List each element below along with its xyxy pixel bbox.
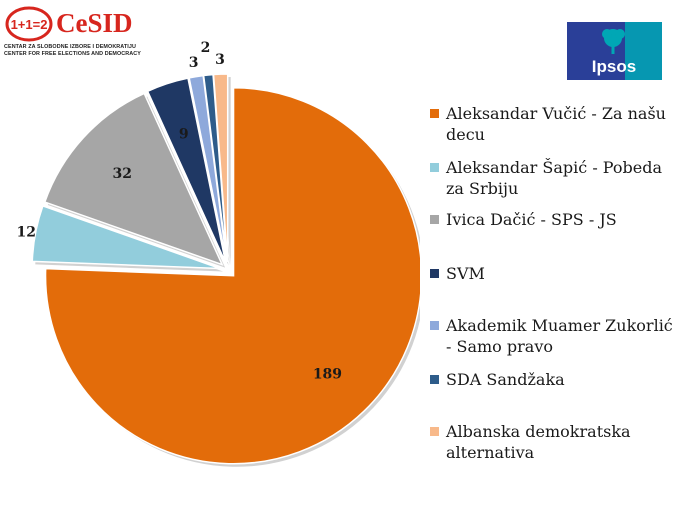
legend-swatch xyxy=(430,269,439,278)
ipsos-logo: Ipsos xyxy=(567,22,662,80)
cesid-logo: 1+1=2 CeSID xyxy=(5,6,133,42)
pie-value-label-2: 32 xyxy=(113,166,132,182)
pie-slice-2 xyxy=(43,92,224,266)
pie-slices xyxy=(31,73,420,467)
pie-value-label-1: 12 xyxy=(16,225,35,241)
legend-swatch xyxy=(430,109,439,118)
cesid-subtitle-line2: CENTER FOR FREE ELECTIONS AND DEMOCRACY xyxy=(4,51,141,57)
pie-value-label-6: 3 xyxy=(215,52,225,68)
legend-swatch xyxy=(430,427,439,436)
pie-value-label-0: 189 xyxy=(313,366,342,382)
legend-swatch xyxy=(430,163,439,172)
ipsos-logo-text: Ipsos xyxy=(592,57,636,76)
pie-slice-0 xyxy=(44,87,420,465)
legend-label: Akademik Muamer Zukorlić - Samo pravo xyxy=(446,316,673,356)
legend-label: Aleksandar Šapić - Pobeda za Srbiju xyxy=(446,158,663,198)
cesid-logo-mark: 1+1=2 xyxy=(11,17,48,32)
cesid-logo-ring xyxy=(5,6,53,42)
legend-swatch xyxy=(430,321,439,330)
pie-value-label-3: 9 xyxy=(179,127,189,143)
legend-swatch xyxy=(430,375,439,384)
legend-swatch xyxy=(430,215,439,224)
pie-slice-1 xyxy=(31,204,221,270)
legend-label: SDA Sandžaka xyxy=(446,370,565,389)
pie-slice-6 xyxy=(212,73,229,263)
ipsos-tree-icon xyxy=(602,29,625,54)
pie-value-label-5: 2 xyxy=(201,40,211,56)
cesid-logo-text: CeSID xyxy=(56,8,133,38)
pie-slice-3 xyxy=(146,77,227,263)
legend-label: SVM xyxy=(446,264,485,283)
cesid-subtitle-line1: CENTAR ZA SLOBODNE IZBORE I DEMOKRATIJU xyxy=(4,44,136,50)
legend-label: Albanska demokratska alternativa xyxy=(446,422,631,462)
pie-value-label-4: 3 xyxy=(189,55,199,71)
legend-label: Ivica Dačić - SPS - JS xyxy=(446,210,617,229)
legend-label: Aleksandar Vučić - Za našu decu xyxy=(446,104,666,144)
ipsos-logo-accent xyxy=(625,22,662,80)
